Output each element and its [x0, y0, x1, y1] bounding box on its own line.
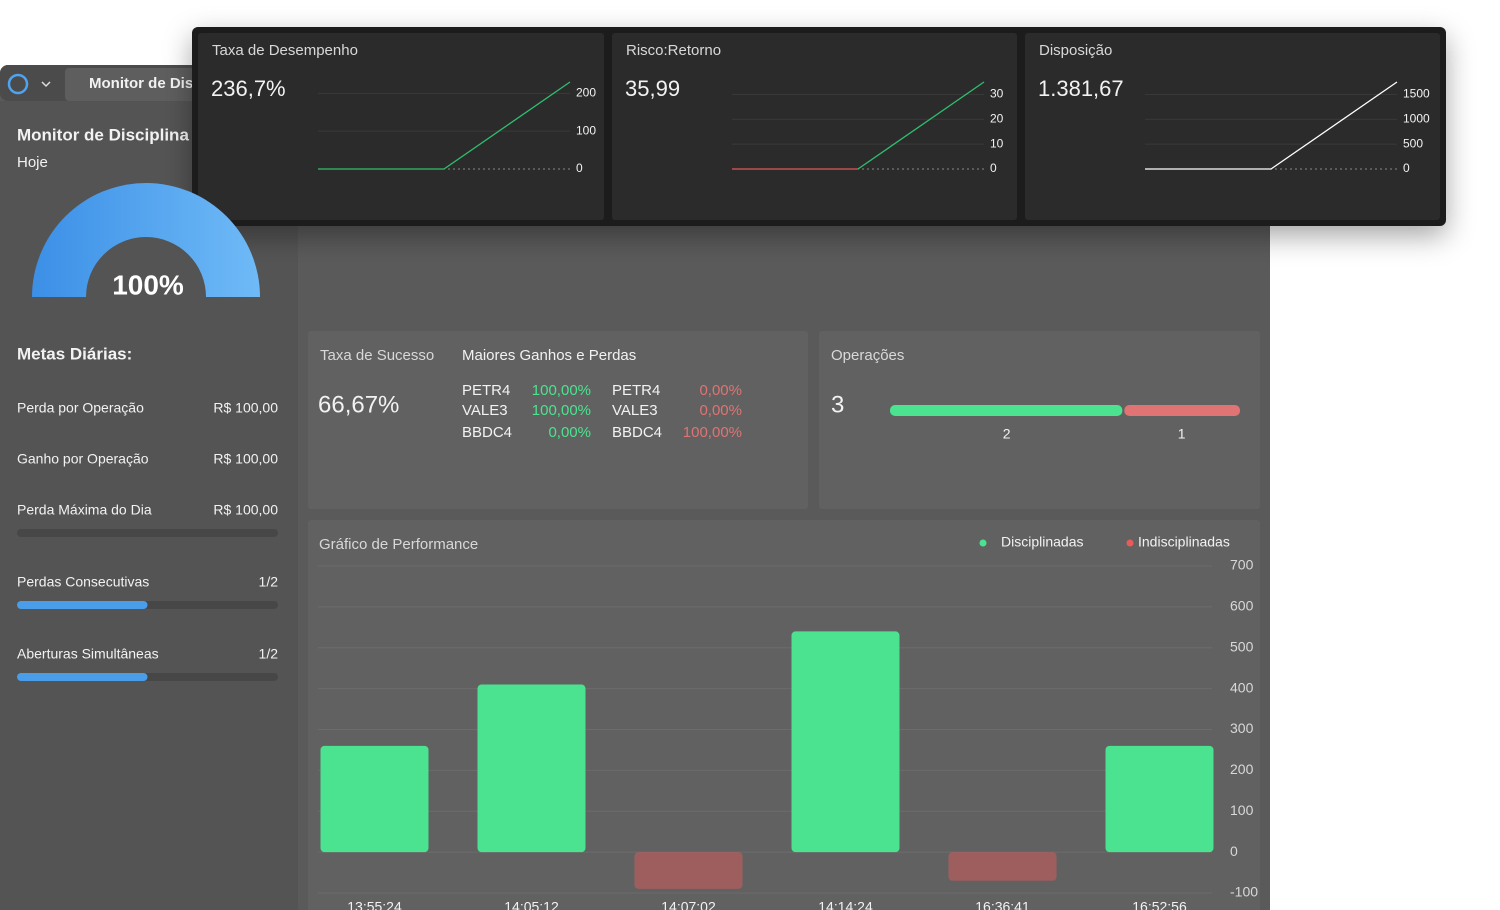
y-tick-label: 700 [1230, 557, 1254, 573]
bar [477, 684, 586, 853]
metric-title: Disposição [1039, 42, 1112, 59]
ranking-title: Maiores Ganhos e Perdas [462, 347, 636, 364]
bar [634, 852, 743, 889]
bar [320, 745, 429, 853]
y-tick-label: 300 [1230, 720, 1254, 736]
goal-label: Ganho por Operação [17, 451, 149, 467]
metric-card [198, 33, 604, 220]
loss-value: 0,00% [699, 382, 742, 399]
loss-value: 0,00% [699, 402, 742, 419]
y-tick-label: 0 [1403, 161, 1410, 175]
success-card [308, 331, 808, 509]
operations-title: Operações [831, 347, 904, 364]
ticker: VALE3 [612, 402, 658, 419]
legend-label: Disciplinadas [1001, 534, 1083, 550]
metric-title: Taxa de Desempenho [212, 42, 358, 59]
legend-label: Indisciplinadas [1138, 534, 1230, 550]
goal-value: R$ 100,00 [213, 502, 278, 518]
x-tick-label: 14:14:24 [818, 899, 873, 910]
operations-card [819, 331, 1260, 509]
operations-segment [890, 405, 1123, 416]
goal-value: 1/2 [259, 646, 279, 662]
sidebar-subtitle: Hoje [17, 154, 48, 171]
gauge-label: 100% [112, 269, 184, 300]
metric-card [1025, 33, 1440, 220]
ticker: BBDC4 [462, 424, 512, 441]
bar [948, 852, 1057, 881]
line-series [318, 81, 571, 170]
chart-title: Gráfico de Performance [319, 536, 478, 553]
overlay-panel: Taxa de Desempenho236,7%0100200Risco:Ret… [192, 27, 1446, 226]
loss-value: 100,00% [683, 424, 742, 441]
goal-label: Perda Máxima do Dia [17, 502, 152, 518]
goal-label: Perdas Consecutivas [17, 574, 149, 590]
y-tick-label: 10 [990, 136, 1004, 150]
y-tick-label: 100 [576, 123, 596, 137]
legend-dot [1126, 539, 1134, 547]
y-tick-label: 500 [1230, 638, 1254, 654]
y-tick-label: 0 [990, 161, 997, 175]
y-tick-label: 200 [576, 86, 596, 100]
y-tick-label: 1500 [1403, 87, 1430, 101]
x-tick-label: 13:55:24 [347, 899, 402, 910]
progress-track [17, 529, 278, 537]
metric-title: Risco:Retorno [626, 42, 721, 59]
dropdown-chevron[interactable] [41, 81, 51, 88]
y-tick-label: 20 [990, 111, 1004, 125]
progress-fill [17, 601, 148, 609]
gain-value: 100,00% [532, 382, 591, 399]
progress-fill [17, 673, 148, 681]
metric-card [612, 33, 1017, 220]
ticker: PETR4 [462, 382, 510, 399]
operations-segment [1124, 405, 1240, 416]
goal-value: R$ 100,00 [213, 400, 278, 416]
goal-value: 1/2 [259, 574, 279, 590]
goal-label: Aberturas Simultâneas [17, 646, 159, 662]
x-tick-label: 14:05:12 [504, 899, 559, 910]
goal-label: Perda por Operação [17, 400, 144, 416]
line-series [1145, 81, 1398, 170]
metric-value: 35,99 [625, 76, 680, 101]
gain-value: 100,00% [532, 402, 591, 419]
ticker: BBDC4 [612, 424, 662, 441]
y-tick-label: 0 [576, 161, 583, 175]
metric-value: 1.381,67 [1038, 76, 1124, 101]
y-tick-label: 100 [1230, 802, 1254, 818]
legend-dot [979, 539, 987, 547]
gain-value: 0,00% [548, 424, 591, 441]
bar [1105, 745, 1214, 853]
y-tick-label: 400 [1230, 679, 1254, 695]
success-title: Taxa de Sucesso [320, 347, 434, 364]
sidebar-title: Monitor de Disciplina [17, 125, 189, 144]
operations-total: 3 [831, 391, 844, 418]
app-icon[interactable] [7, 73, 29, 95]
x-tick-label: 16:52:56 [1132, 899, 1187, 910]
operations-segment-label: 1 [1178, 426, 1186, 442]
y-tick-label: 500 [1403, 136, 1423, 150]
line-series [857, 81, 985, 170]
x-tick-label: 14:07:02 [661, 899, 716, 910]
x-tick-label: 16:36:41 [975, 899, 1030, 910]
y-tick-label: 30 [990, 87, 1004, 101]
operations-segment-label: 2 [1003, 426, 1011, 442]
goal-value: R$ 100,00 [213, 451, 278, 467]
y-tick-label: 1000 [1403, 111, 1430, 125]
gauge-arc [32, 183, 260, 297]
success-value: 66,67% [318, 391, 399, 418]
ticker: VALE3 [462, 402, 508, 419]
metric-value: 236,7% [211, 76, 286, 101]
bar [791, 631, 900, 853]
y-tick-label: 200 [1230, 761, 1254, 777]
y-tick-label: 600 [1230, 598, 1254, 614]
y-tick-label: -100 [1230, 884, 1258, 900]
ticker: PETR4 [612, 382, 660, 399]
goals-title: Metas Diárias: [17, 344, 132, 363]
y-tick-label: 0 [1230, 843, 1238, 859]
